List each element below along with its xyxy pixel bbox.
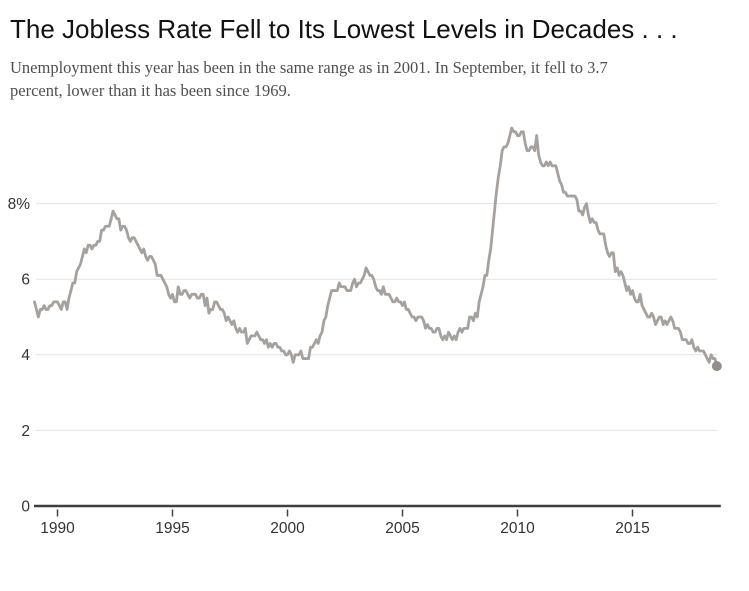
y-axis-label-6: 6 (21, 272, 30, 289)
unemployment-rate-line (33, 126, 719, 368)
y-axis-label-0: 0 (21, 498, 30, 515)
latest-value-dot (711, 361, 722, 372)
chart-subtitle-line-2: percent, lower than it has been since 19… (10, 81, 291, 100)
y-axis-label-4: 4 (21, 347, 30, 364)
x-axis-label-2015: 2015 (615, 520, 649, 537)
y-axis-label-8: 8% (8, 196, 31, 213)
y-axis-label-2: 2 (21, 423, 30, 440)
x-axis-label-2005: 2005 (385, 520, 419, 537)
chart-subtitle-line-1: Unemployment this year has been in the s… (10, 58, 608, 77)
chart-subtitle: Unemployment this year has been in the s… (10, 56, 745, 102)
chart-title: The Jobless Rate Fell to Its Lowest Leve… (10, 14, 678, 44)
x-axis-label-2010: 2010 (500, 520, 535, 537)
x-axis-label-2000: 2000 (270, 520, 305, 537)
x-axis-label-1990: 1990 (40, 520, 75, 537)
x-axis-label-1995: 1995 (155, 520, 189, 537)
